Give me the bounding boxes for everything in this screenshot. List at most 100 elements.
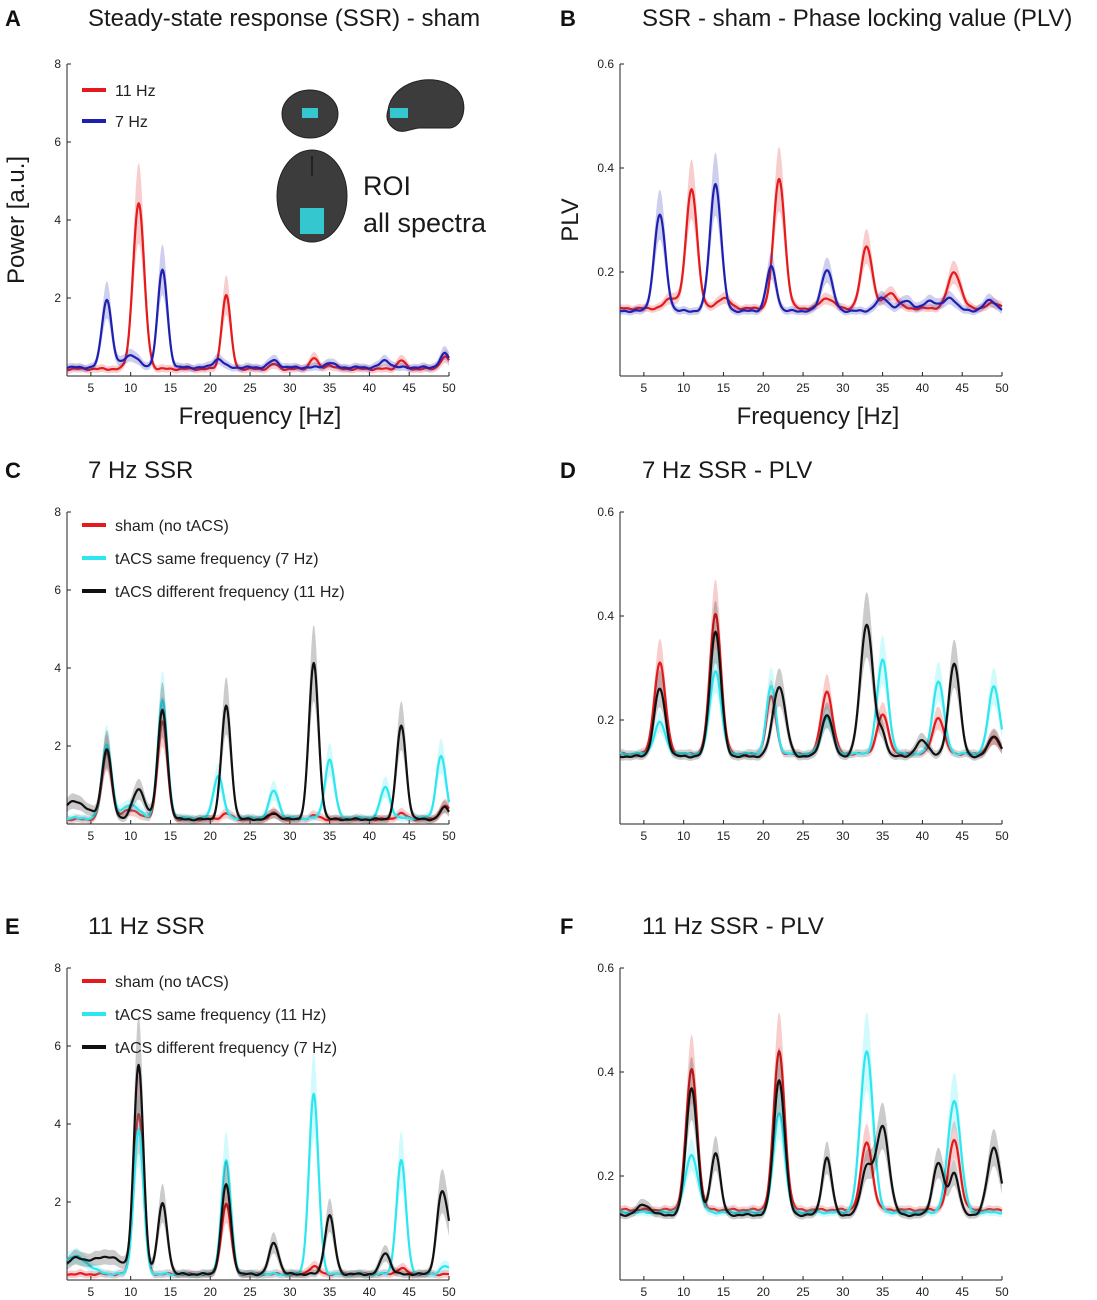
series-band-red (620, 146, 1002, 313)
roi-brain-inset: ROI all spectra (276, 79, 487, 243)
x-tick-label: 20 (204, 1285, 218, 1299)
x-tick-label: 40 (363, 1285, 377, 1299)
legend-label: tACS same frequency (11 Hz) (115, 1007, 326, 1024)
y-axis-title: PLV (557, 198, 584, 242)
x-tick-label: 10 (677, 829, 691, 843)
y-tick-label: 0.2 (597, 713, 614, 727)
series-line-cyan (66, 1092, 450, 1277)
y-tick-label: 8 (54, 505, 61, 519)
roi-marker (300, 208, 324, 234)
x-tick-label: 45 (956, 381, 970, 395)
x-tick-label: 30 (283, 381, 297, 395)
x-tick-label: 25 (796, 1285, 810, 1299)
panel-d: D 7 Hz SSR - PLV 5 10 15 20 25 30 35 40 45 50 0.2 0.4… (560, 457, 1009, 843)
x-tick-label: 50 (442, 1285, 456, 1299)
panel-a: A Steady-state response (SSR) - sham 5 10 15… (3, 5, 480, 430)
x-tick-label: 45 (403, 829, 417, 843)
panel-c: C 7 Hz SSR 5 10 15 20 25 30 35 40 45 50 2 4 6 8 sham (no… (5, 457, 456, 843)
y-tick-label: 4 (54, 1117, 61, 1131)
x-tick-label: 50 (995, 829, 1009, 843)
y-tick-label: 2 (54, 739, 61, 753)
x-tick-label: 5 (88, 829, 95, 843)
y-tick-label: 6 (54, 1039, 61, 1053)
panel-letter: D (560, 458, 576, 483)
series-line-black (619, 623, 1003, 759)
x-tick-label: 5 (641, 1285, 648, 1299)
series-line-blue (619, 182, 1003, 314)
x-tick-label: 15 (717, 829, 731, 843)
x-tick-label: 15 (164, 829, 178, 843)
series-band-cyan (67, 670, 449, 823)
y-tick-label: 8 (54, 57, 61, 71)
x-tick-label: 25 (243, 381, 257, 395)
x-tick-label: 10 (124, 829, 138, 843)
x-tick-label: 15 (717, 1285, 731, 1299)
x-tick-label: 25 (243, 1285, 257, 1299)
x-tick-label: 35 (876, 381, 890, 395)
legend-label: 11 Hz (115, 83, 156, 100)
x-tick-label: 40 (916, 829, 930, 843)
x-tick-label: 25 (796, 381, 810, 395)
y-tick-label: 6 (54, 135, 61, 149)
x-tick-label: 5 (641, 829, 648, 843)
x-tick-label: 5 (88, 1285, 95, 1299)
x-tick-label: 15 (164, 1285, 178, 1299)
series-line-black (619, 1079, 1004, 1218)
x-tick-label: 25 (796, 829, 810, 843)
panel-letter: E (5, 914, 20, 939)
x-tick-label: 20 (204, 381, 218, 395)
x-tick-label: 10 (677, 381, 691, 395)
x-tick-label: 45 (956, 829, 970, 843)
x-tick-label: 20 (204, 829, 218, 843)
panel-letter: F (560, 914, 573, 939)
brain-axial-icon (276, 149, 348, 243)
x-tick-label: 30 (836, 381, 850, 395)
x-tick-label: 5 (641, 381, 648, 395)
y-tick-label: 4 (54, 661, 61, 675)
series-line-cyan (619, 1050, 1003, 1215)
series-line-black (66, 661, 450, 822)
x-tick-label: 5 (88, 381, 95, 395)
series-band-red (620, 579, 1002, 759)
legend-label: sham (no tACS) (115, 518, 229, 535)
series-band-blue (620, 152, 1002, 316)
series-line-cyan (619, 658, 1004, 756)
legend-label: tACS different frequency (7 Hz) (115, 1040, 337, 1057)
x-tick-label: 35 (876, 829, 890, 843)
y-tick-label: 0.4 (597, 609, 614, 623)
series-band-cyan (620, 635, 1002, 759)
panel-letter: B (560, 6, 576, 31)
x-tick-label: 30 (283, 1285, 297, 1299)
y-tick-label: 0.6 (597, 505, 614, 519)
panel-title: 7 Hz SSR (88, 457, 193, 484)
legend-label: 7 Hz (115, 114, 148, 131)
x-tick-label: 10 (124, 381, 138, 395)
x-tick-label: 20 (757, 829, 771, 843)
panel-f: F 11 Hz SSR - PLV 5 10 15 20 25 30 35 40 45 50 0.2 0.… (560, 913, 1009, 1299)
y-tick-label: 0.6 (597, 961, 614, 975)
x-tick-label: 40 (363, 381, 377, 395)
panel-letter: C (5, 458, 21, 483)
roi-marker (302, 108, 318, 118)
x-tick-label: 40 (916, 1285, 930, 1299)
x-tick-label: 40 (916, 381, 930, 395)
roi-sublabel: all spectra (363, 208, 487, 238)
panel-title: SSR - sham - Phase locking value (PLV) (642, 5, 1072, 32)
series-line-black (66, 1063, 451, 1277)
y-axis-title: Power [a.u.] (3, 156, 30, 284)
roi-label: ROI (363, 171, 411, 201)
panel-e: E 11 Hz SSR 5 10 15 20 25 30 35 40 45 50 2 4 6 8 sham (n… (5, 913, 456, 1299)
x-tick-label: 30 (836, 1285, 850, 1299)
x-tick-label: 50 (995, 381, 1009, 395)
x-tick-label: 40 (363, 829, 377, 843)
y-tick-label: 0.2 (597, 265, 614, 279)
panel-title: 7 Hz SSR - PLV (642, 457, 812, 484)
x-tick-label: 30 (836, 829, 850, 843)
x-tick-label: 15 (717, 381, 731, 395)
x-tick-label: 35 (323, 1285, 337, 1299)
series-band-black (67, 624, 449, 824)
y-tick-label: 8 (54, 961, 61, 975)
x-tick-label: 30 (283, 829, 297, 843)
panel-title: 11 Hz SSR - PLV (642, 913, 824, 940)
